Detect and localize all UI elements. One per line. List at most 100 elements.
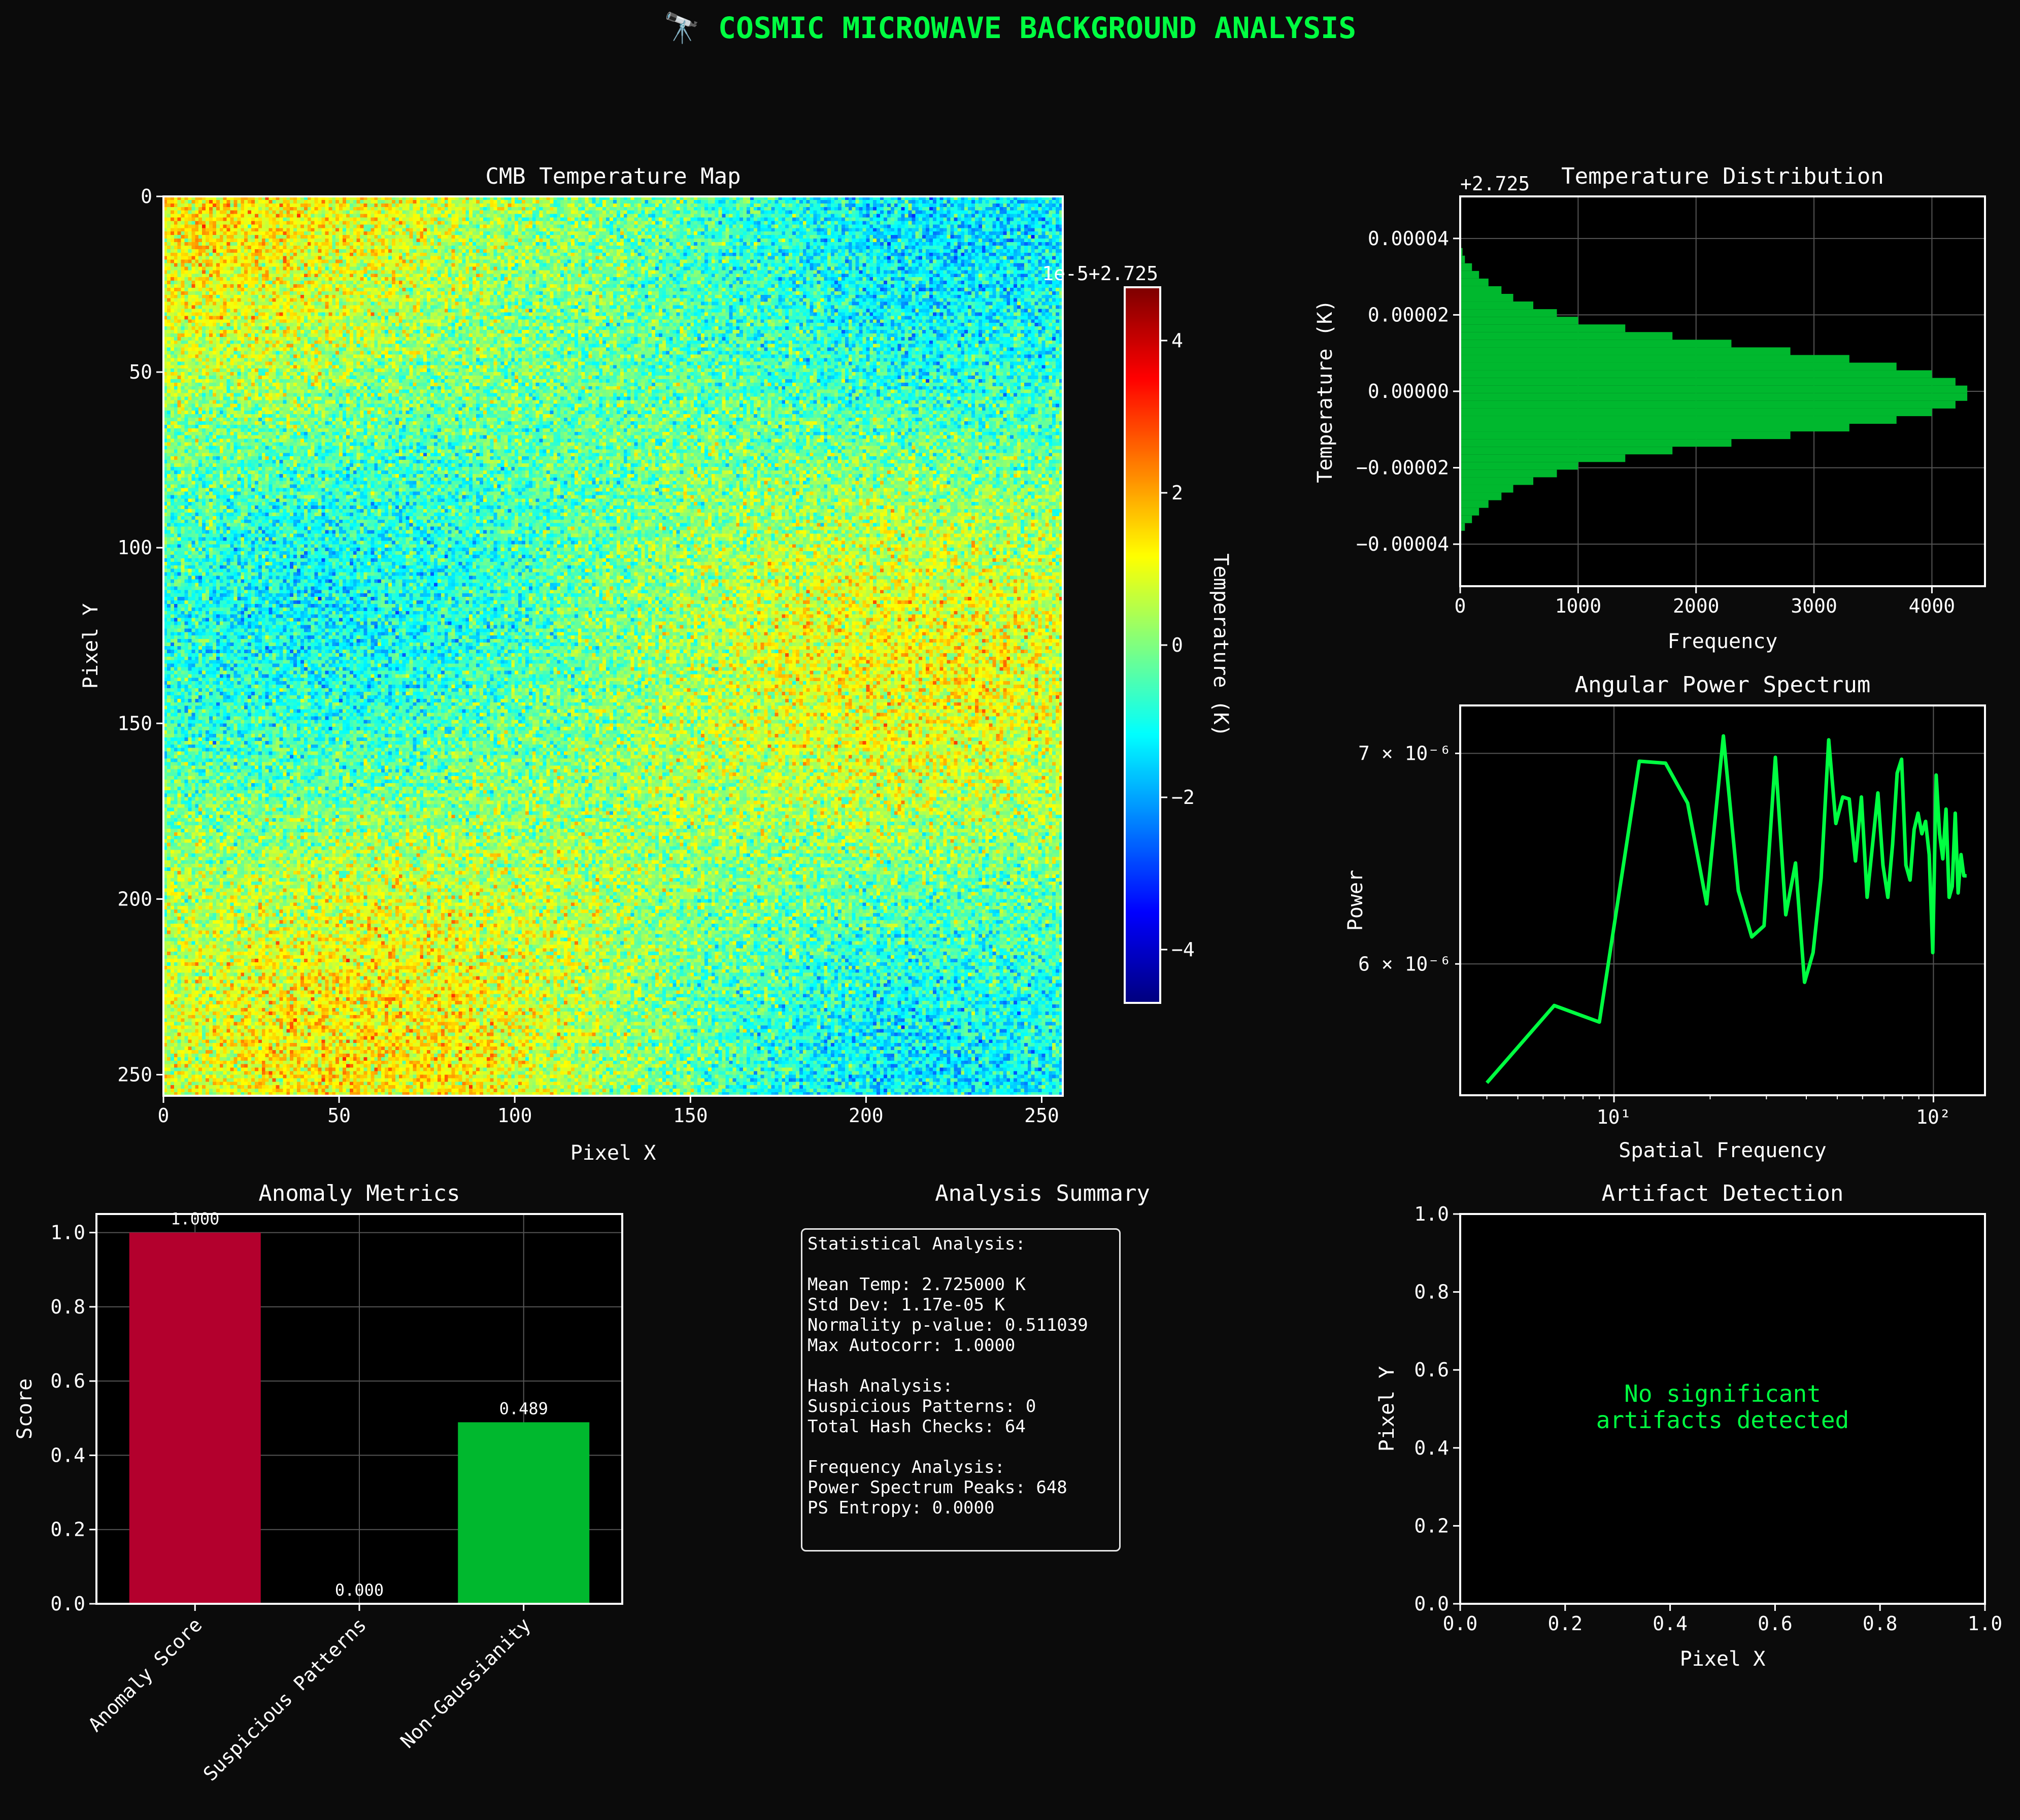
power-spectrum-panel: 10¹ 10² 6 × 10⁻⁶ 7 × 10⁻⁶ Angular Power Spe… [1344, 672, 1986, 1162]
artifact-message-line: No significant [1624, 1380, 1821, 1407]
temp-dist-title: Temperature Distribution [1561, 163, 1884, 189]
anom-bar-value: 1.000 [171, 1209, 219, 1229]
dist-bar [1460, 317, 1578, 325]
dist-bar [1460, 454, 1626, 462]
dist-bar [1460, 362, 1897, 370]
dist-bar [1460, 309, 1557, 317]
dist-bar [1460, 278, 1489, 286]
dist-bar [1460, 485, 1513, 493]
map-ytick-label: 100 [117, 536, 152, 559]
ps-xtick-label: 10¹ [1597, 1106, 1632, 1128]
colorbar-label: Temperature (K) [1209, 553, 1232, 736]
dist-bar [1460, 462, 1578, 470]
cmb-map-xlabel: Pixel X [570, 1141, 656, 1165]
dist-bar [1460, 271, 1479, 279]
dist-bar [1460, 332, 1673, 340]
anom-ytick-label: 0.8 [50, 1296, 85, 1318]
ps-xtick-label: 10² [1916, 1106, 1951, 1128]
cmb-map-ylabel: Pixel Y [79, 603, 103, 689]
anom-xtick-label: Non-Gaussianity [396, 1613, 535, 1752]
power-spectrum-ylabel: Power [1344, 870, 1367, 931]
dist-bar [1460, 431, 1791, 440]
map-ytick-label: 200 [117, 888, 152, 910]
ps-ytick-label: 7 × 10⁻⁶ [1358, 742, 1451, 764]
dist-xtick-label: 4000 [1909, 595, 1956, 617]
map-xtick-label: 50 [327, 1104, 351, 1127]
colorbar-frame [1124, 286, 1161, 1004]
dist-bar [1460, 492, 1502, 500]
dist-bar [1460, 385, 1968, 393]
map-ytick-label: 0 [141, 185, 152, 208]
ps-ytick-label: 6 × 10⁻⁶ [1358, 953, 1451, 975]
summary-box: Statistical Analysis: Mean Temp: 2.72500… [801, 1228, 1121, 1552]
dist-ytick-label: 0.00002 [1368, 304, 1449, 326]
map-xtick-label: 0 [158, 1104, 170, 1127]
anom-xtick-label: Anomaly Score [84, 1613, 206, 1736]
dist-bar [1460, 378, 1956, 386]
artifact-ylabel: Pixel Y [1375, 1366, 1399, 1452]
dist-xtick-label: 2000 [1673, 595, 1720, 617]
art-ytick-label: 0.0 [1414, 1593, 1449, 1615]
anom-bar [458, 1422, 590, 1604]
dist-bar [1460, 340, 1732, 348]
temp-distribution-panel: 0 1000 2000 3000 4000 −0.00004 −0.00002 0.00000… [1314, 163, 1986, 653]
artifact-message: No significant artifacts detected [1596, 1380, 1849, 1434]
dist-bar [1460, 515, 1472, 523]
map-xtick-label: 150 [673, 1104, 708, 1127]
art-xtick-label: 0.6 [1758, 1612, 1793, 1635]
anomaly-metrics-panel: 1.000 0.000 0.489 0.0 0.2 0.4 0.6 0.8 1.0 Anomal… [13, 1181, 623, 1785]
art-ytick-label: 0.2 [1414, 1514, 1449, 1537]
cmb-map-ticks: 0 50 100 150 200 250 0 50 100 150 200 250 [117, 185, 1059, 1127]
dist-bar [1460, 523, 1465, 531]
colorbar-tick-label: 0 [1171, 634, 1183, 656]
temp-dist-ylabel: Temperature (K) [1314, 299, 1337, 483]
power-spectrum-ticks: 10¹ 10² 6 × 10⁻⁶ 7 × 10⁻⁶ [1358, 742, 1951, 1128]
dist-bar [1460, 355, 1849, 363]
dist-xtick-label: 3000 [1791, 595, 1837, 617]
dist-ytick-label: 0.00004 [1368, 227, 1449, 250]
artifact-ticks: 0.00.0 0.2 0.2 0.4 0.4 0.6 0.6 0.8 0.8 1.0 1.0 [1414, 1203, 2002, 1635]
anom-ytick-label: 1.0 [50, 1222, 85, 1244]
colorbar-ticks: −4 −2 0 2 4 [1160, 329, 1195, 961]
dist-ytick-label: −0.00004 [1356, 533, 1449, 555]
dist-bar [1460, 500, 1489, 508]
summary-title: Analysis Summary [935, 1181, 1150, 1206]
figure-title: 🔭 COSMIC MICROWAVE BACKGROUND ANALYSIS [664, 11, 1356, 45]
anomaly-ylabel: Score [13, 1378, 37, 1439]
power-spectrum-plot-area [1460, 705, 1985, 1095]
dist-bar [1460, 424, 1849, 432]
anom-ytick-label: 0.2 [50, 1519, 85, 1541]
anom-bar-value: 0.489 [499, 1399, 548, 1418]
dist-bar [1460, 439, 1732, 447]
dist-bar [1460, 393, 1968, 401]
power-spectrum-xlabel: Spatial Frequency [1619, 1139, 1826, 1162]
artifact-title: Artifact Detection [1602, 1181, 1844, 1206]
art-xtick-label: 0.8 [1863, 1612, 1898, 1635]
map-ytick-label: 50 [129, 361, 152, 383]
cmb-map-panel: CMB Temperature Map 0 50 100 150 200 250 0 50 10… [79, 163, 1232, 1165]
dist-bar [1460, 263, 1472, 271]
anom-ytick-label: 0.4 [50, 1444, 85, 1466]
dist-bar [1460, 324, 1626, 332]
map-xtick-label: 100 [497, 1104, 532, 1127]
anom-ytick-label: 0.0 [50, 1593, 85, 1615]
anom-xtick-label: Suspicious Patterns [199, 1613, 371, 1785]
anomaly-title: Anomaly Metrics [258, 1181, 460, 1206]
cmb-map-title: CMB Temperature Map [485, 163, 740, 189]
anom-ytick-label: 0.6 [50, 1370, 85, 1392]
temp-dist-offset-text: +2.725 [1460, 173, 1530, 195]
dist-bar [1460, 416, 1897, 424]
dist-xtick-label: 1000 [1555, 595, 1602, 617]
colorbar-tick-label: −2 [1171, 786, 1195, 808]
dist-bar [1460, 255, 1465, 263]
anom-bar [129, 1232, 261, 1604]
dist-bar [1460, 370, 1932, 378]
dist-bar [1460, 477, 1534, 485]
artifact-xlabel: Pixel X [1680, 1647, 1766, 1671]
temp-dist-xlabel: Frequency [1668, 630, 1778, 653]
art-ytick-label: 0.4 [1414, 1437, 1449, 1459]
dist-ytick-label: −0.00002 [1356, 457, 1449, 479]
dist-bar [1460, 469, 1557, 478]
colorbar-offset-text: 1e-5+2.725 [1042, 262, 1158, 285]
dist-bar [1460, 408, 1932, 416]
